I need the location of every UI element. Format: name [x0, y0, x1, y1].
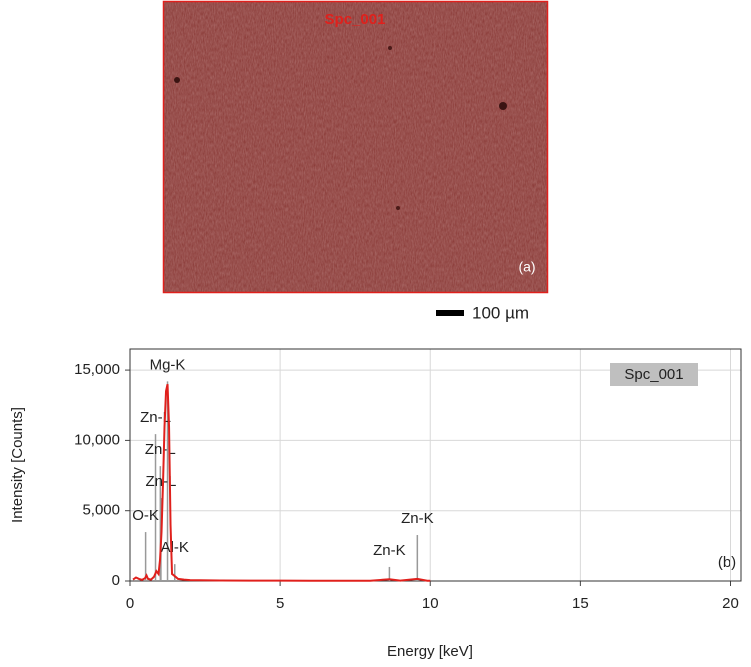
spectrum-line	[132, 383, 431, 582]
peak-label: Zn-L	[145, 441, 176, 458]
scale-bar	[436, 310, 464, 316]
sem-border	[162, 0, 549, 294]
y-tick-label: 10,000	[74, 431, 120, 448]
x-tick-label: 20	[722, 595, 739, 612]
y-axis-label: Intensity [Counts]	[9, 407, 26, 523]
peak-label: Zn-K	[373, 542, 406, 559]
peak-label: Zn-L	[146, 473, 177, 490]
x-tick-label: 10	[422, 595, 439, 612]
x-tick-label: 5	[276, 595, 284, 612]
panel-label: (b)	[718, 554, 736, 571]
sem-texture	[163, 1, 548, 293]
y-tick-label: 15,000	[74, 361, 120, 378]
sem-defect	[499, 102, 507, 110]
x-tick-label: 15	[572, 595, 589, 612]
peak-label: Zn-L	[140, 409, 171, 426]
sem-image: Spc_001 (a)	[162, 0, 549, 294]
peak-label: Al-K	[161, 539, 189, 556]
peak-label: O-K	[132, 507, 159, 524]
peak-label: Zn-K	[401, 510, 434, 527]
x-axis-label: Energy [keV]	[387, 643, 473, 660]
panel-label: (a)	[518, 259, 535, 275]
sem-defect	[174, 77, 180, 83]
sem-title: Spc_001	[325, 11, 386, 28]
legend-label: Spc_001	[624, 366, 683, 383]
legend-box	[610, 363, 698, 386]
sem-defect	[396, 206, 400, 210]
y-tick-label: 0	[112, 572, 120, 589]
y-tick-label: 5,000	[82, 502, 120, 519]
plot-frame	[129, 348, 742, 582]
x-tick-label: 0	[126, 595, 134, 612]
sem-defect	[388, 46, 392, 50]
peak-label: Mg-K	[150, 356, 186, 373]
scale-bar-label: 100 µm	[472, 303, 529, 322]
